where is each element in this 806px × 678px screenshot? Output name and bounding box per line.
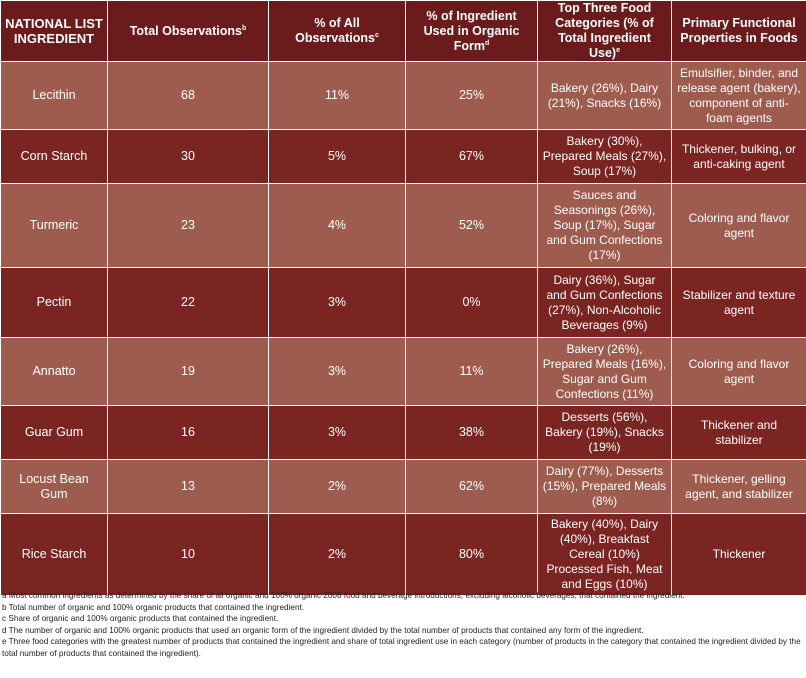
cell-functional-properties: Thickener and stabilizer [671,405,806,460]
header-top-food-categories: Top Three Food Categories (% of Total In… [537,0,672,62]
header-ingredient: NATIONAL LIST INGREDIENT [0,0,108,62]
footnote-marker-d: d [484,39,490,47]
header-total-observations: Total Observationsb [107,0,269,62]
cell-food-categories: Sauces and Seasonings (26%), Soup (17%),… [537,183,672,268]
cell-pct-organic: 52% [405,183,538,268]
cell-total-observations: 16 [107,405,269,460]
cell-ingredient: Corn Starch [0,129,108,184]
cell-pct-all: 2% [268,513,406,596]
cell-pct-organic: 80% [405,513,538,596]
table-header-row: NATIONAL LIST INGREDIENT Total Observati… [0,0,806,62]
cell-pct-all: 3% [268,337,406,406]
cell-food-categories: Bakery (26%), Dairy (21%), Snacks (16%) [537,61,672,130]
cell-total-observations: 19 [107,337,269,406]
footnote-marker-c: c [374,31,379,39]
cell-pct-all: 4% [268,183,406,268]
cell-pct-all: 3% [268,267,406,338]
footnote-marker-e: e [616,46,620,54]
table-row: Locust Bean Gum 13 2% 62% Dairy (77%), D… [0,459,806,514]
header-pct-all-observations: % of All Observationsc [268,0,406,62]
cell-pct-all: 11% [268,61,406,130]
cell-pct-organic: 0% [405,267,538,338]
cell-ingredient: Lecithin [0,61,108,130]
cell-functional-properties: Coloring and flavor agent [671,183,806,268]
footnote-c: c Share of organic and 100% organic prod… [2,614,279,623]
table-row: Guar Gum 16 3% 38% Desserts (56%), Baker… [0,405,806,460]
table-row: Rice Starch 10 2% 80% Bakery (40%), Dair… [0,513,806,596]
cell-food-categories: Bakery (26%), Prepared Meals (16%), Suga… [537,337,672,406]
table-row: Corn Starch 30 5% 67% Bakery (30%), Prep… [0,129,806,184]
cell-pct-organic: 67% [405,129,538,184]
cell-food-categories: Bakery (40%), Dairy (40%), Breakfast Cer… [537,513,672,596]
cell-food-categories: Desserts (56%), Bakery (19%), Snacks (19… [537,405,672,460]
cell-functional-properties: Stabilizer and texture agent [671,267,806,338]
footnote-b: b Total number of organic and 100% organ… [2,602,305,612]
cell-pct-all: 2% [268,459,406,514]
footnotes: a Most common ingredients as determined … [2,590,804,659]
cell-total-observations: 13 [107,459,269,514]
cell-ingredient: Pectin [0,267,108,338]
cell-ingredient: Locust Bean Gum [0,459,108,514]
cell-pct-organic: 38% [405,405,538,460]
cell-functional-properties: Thickener [671,513,806,596]
cell-pct-organic: 25% [405,61,538,130]
table-row: Annatto 19 3% 11% Bakery (26%), Prepared… [0,337,806,406]
footnote-e: e Three food categories with the greates… [2,637,801,658]
cell-food-categories: Dairy (77%), Desserts (15%), Prepared Me… [537,459,672,514]
header-pct-organic-form: % of Ingredient Used in Organic Formd [405,0,538,62]
cell-ingredient: Annatto [0,337,108,406]
cell-total-observations: 10 [107,513,269,596]
cell-functional-properties: Thickener, bulking, or anti-caking agent [671,129,806,184]
cell-pct-organic: 62% [405,459,538,514]
cell-food-categories: Dairy (36%), Sugar and Gum Confections (… [537,267,672,338]
cell-ingredient: Guar Gum [0,405,108,460]
cell-pct-organic: 11% [405,337,538,406]
cell-total-observations: 30 [107,129,269,184]
footnote-d: d The number of organic and 100% organic… [2,625,644,635]
ingredients-table: NATIONAL LIST INGREDIENT Total Observati… [0,0,806,596]
cell-ingredient: Turmeric [0,183,108,268]
footnote-a: a Most common ingredients as determined … [2,591,685,600]
header-functional-properties: Primary Functional Properties in Foods [671,0,806,62]
table-row: Lecithin 68 11% 25% Bakery (26%), Dairy … [0,61,806,130]
cell-total-observations: 68 [107,61,269,130]
cell-pct-all: 3% [268,405,406,460]
cell-pct-all: 5% [268,129,406,184]
cell-food-categories: Bakery (30%), Prepared Meals (27%), Soup… [537,129,672,184]
cell-total-observations: 22 [107,267,269,338]
footnote-marker-b: b [242,24,247,32]
table-row: Turmeric 23 4% 52% Sauces and Seasonings… [0,183,806,268]
cell-functional-properties: Emulsifier, binder, and release agent (b… [671,61,806,130]
cell-total-observations: 23 [107,183,269,268]
cell-functional-properties: Thickener, gelling agent, and stabilizer [671,459,806,514]
cell-ingredient: Rice Starch [0,513,108,596]
cell-functional-properties: Coloring and flavor agent [671,337,806,406]
table-row: Pectin 22 3% 0% Dairy (36%), Sugar and G… [0,267,806,338]
